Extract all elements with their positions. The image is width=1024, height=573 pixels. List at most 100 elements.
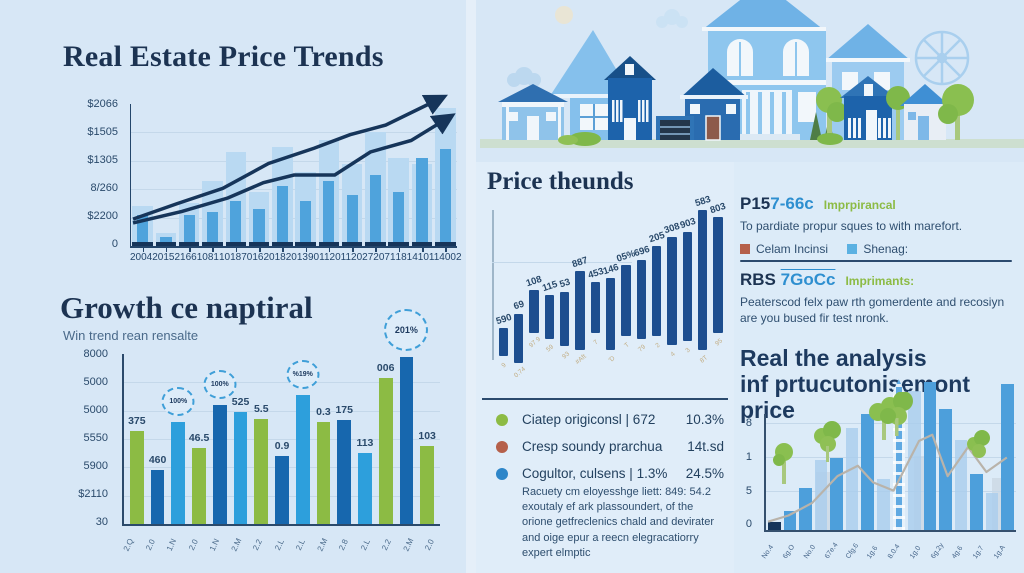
bar <box>861 414 874 530</box>
bar <box>1001 383 1014 530</box>
bar-group <box>294 104 317 252</box>
x-tick-label: 2011 <box>329 252 352 263</box>
bar-value-label: 006 <box>376 361 395 374</box>
axis-tick <box>328 247 331 252</box>
price-bar <box>439 149 451 246</box>
bar-value-label: 525 <box>231 395 250 408</box>
bar-value-label: 205 <box>647 229 667 246</box>
y-tick-label: $1505 <box>87 126 118 138</box>
floating-bar <box>667 237 677 345</box>
bar-slot: 100% <box>161 354 195 524</box>
bar <box>192 447 206 524</box>
bar-sub-label: 79 <box>637 343 648 354</box>
bar <box>212 405 227 524</box>
bar-slot: 46.5 <box>188 354 210 524</box>
y-tick-label: 8/260 <box>90 182 118 194</box>
bar <box>378 377 393 524</box>
legend-label: Cresp soundy prarchua <box>522 439 663 454</box>
chart4-y-axis: 8 1 5 0 <box>736 414 760 530</box>
x-tick-label: 10114002 <box>417 252 462 263</box>
chart1-plot <box>130 94 457 252</box>
legend-row: Cresp soundy prarchua 14t.sd <box>496 439 728 454</box>
chart4-plot <box>764 379 1016 532</box>
chart2-plot: 375 460 100% 46.5 100% 525 5.5 0.9 %19% 0.3 175 113… <box>122 309 440 526</box>
block1-legend: Celam Incinsi Shenag: <box>740 242 1018 256</box>
right-divider <box>740 260 1012 262</box>
x-tick-label: 2013 <box>285 252 308 263</box>
gridline <box>124 382 440 384</box>
axis-tick <box>235 247 238 252</box>
percent-badge: 201% <box>384 309 429 352</box>
bar-slot <box>1001 383 1014 530</box>
percent-badge: 100% <box>161 387 195 416</box>
price-bar <box>160 237 172 246</box>
percent-badge: %19% <box>286 359 320 389</box>
bar-slot: 0.9 <box>275 354 289 524</box>
middle-panel <box>476 162 734 573</box>
x-tick-label: 7016 <box>241 252 264 263</box>
gridline <box>124 410 440 412</box>
chart3-plot: 590 9 69 0.74 108 97 9 115 59 53 93 887 #Aft 453 7 146… <box>494 194 727 379</box>
info-block-1: P157-66c Imprpirancal To pardiate propur … <box>740 194 1018 256</box>
bar-value-label: 460 <box>148 453 167 466</box>
chart2-y-axis: 8000 5000 5000 5550 5900 $2110 30 <box>52 348 116 528</box>
floating-bar <box>606 278 616 350</box>
chart2-x-axis: 2.Q 2.0 1.N 2.0 1.N 2.M 2.2 2.L 2.L 2.M 2.8 2.L 2.2 2… <box>122 528 450 560</box>
bar-value-label: 69 <box>512 298 526 313</box>
bar-value-label: 696 <box>632 243 651 259</box>
baseline-stub <box>155 242 177 246</box>
bar-group <box>201 104 224 252</box>
green-dot-icon <box>496 413 508 426</box>
legend-label: Ciatep origiconsl | 672 <box>522 412 656 427</box>
bar-sub-label: 8T <box>698 353 709 365</box>
y-tick-label: 1 <box>745 450 752 463</box>
chart1-x-axis: 2004 2015 2166 1081 1018 7016 2018 2013 9011 2011… <box>130 252 462 263</box>
floating-bar <box>544 295 554 340</box>
bar-value-label: 46.5 <box>188 431 210 444</box>
bar <box>150 469 165 524</box>
bar-slot: %19% <box>286 354 320 524</box>
bar <box>799 488 812 530</box>
price-bar <box>416 157 428 246</box>
bar-slot <box>923 381 937 530</box>
axis-tick <box>165 247 168 252</box>
bar-sub-label: #Aft <box>574 352 588 366</box>
block1-legend-label: Shenag: <box>863 242 909 257</box>
bar <box>420 445 435 524</box>
floating-bar <box>514 313 524 364</box>
floating-bar <box>590 281 600 333</box>
x-tick-label: 2027 <box>351 252 374 263</box>
bar <box>985 492 999 530</box>
y-tick-label: 5000 <box>83 404 108 416</box>
chart1-bars <box>131 104 457 252</box>
bar-slot <box>845 414 859 530</box>
legend-value: 24.5% <box>685 466 724 481</box>
gridline <box>766 456 1016 458</box>
bar-slot: 100% <box>203 354 237 524</box>
axis-tick <box>445 247 447 252</box>
axis-tick <box>352 247 354 252</box>
axis-tick <box>422 247 424 252</box>
floating-bar <box>560 291 570 347</box>
chart4-x-axis: No.4 6g.O No.0 67e.4 Cfg.6 1g.6 8.0.4 1g.0 6g.2y… <box>761 534 1018 566</box>
floating-bar <box>636 259 646 340</box>
baseline-stub <box>411 242 433 246</box>
chart3-y-axis-line <box>492 210 494 360</box>
bar-value-label: 146 <box>601 262 621 278</box>
column-divider <box>466 0 476 573</box>
x-tick-label: 1g.A <box>992 544 1007 561</box>
analysis-title: Real the analysis inf prtucutonisemont p… <box>740 345 1024 423</box>
x-tick-label: 2018 <box>263 252 286 263</box>
neighborhood-illustration <box>480 0 1024 148</box>
bar-group <box>410 104 433 252</box>
baseline-stub <box>388 242 409 246</box>
bar-slot <box>814 414 828 530</box>
analysis-chart: 8 1 5 0 No.4 6g.O No.0 67e.4 Cfg.6 1g.6 8.0.4 1g.0… <box>728 379 1022 570</box>
bar-sub-label: 4 <box>669 350 677 358</box>
bar-value-label: 0.9 <box>274 440 290 452</box>
y-tick-label: $2066 <box>87 98 118 110</box>
price-trends-chart: $2066 $1505 $1305 8/260 $2200 0 2004 2015 2166 1… <box>48 94 462 272</box>
y-tick-label: 8 <box>745 417 752 430</box>
bar-value-label: 108 <box>525 273 544 290</box>
bar <box>908 390 921 530</box>
